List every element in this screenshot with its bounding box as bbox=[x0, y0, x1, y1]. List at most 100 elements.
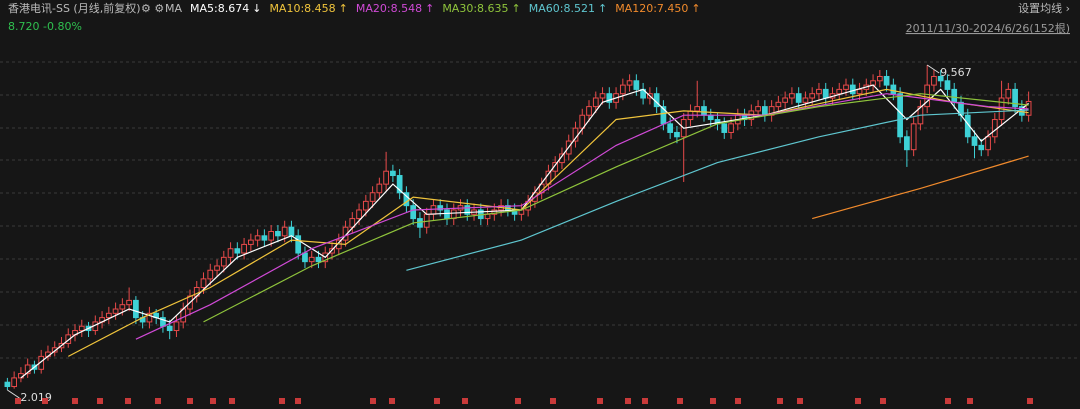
annotation-arrow bbox=[7, 389, 20, 399]
candle-body bbox=[978, 144, 985, 151]
candle-body bbox=[484, 213, 491, 220]
candle-body bbox=[1012, 88, 1018, 108]
candle-body bbox=[362, 200, 369, 211]
event-marker bbox=[155, 398, 161, 404]
candle-body bbox=[599, 93, 606, 99]
legend-label: MA60:8.521 bbox=[529, 2, 595, 15]
candle-body bbox=[200, 278, 207, 288]
candle-body bbox=[207, 269, 214, 280]
candle-body bbox=[606, 93, 613, 103]
event-marker bbox=[210, 398, 216, 404]
candle-body bbox=[390, 170, 396, 177]
candle-body bbox=[268, 230, 275, 241]
candle-body bbox=[701, 106, 707, 116]
candle-body bbox=[856, 88, 863, 95]
ma-settings[interactable]: 设置均线 › bbox=[1018, 1, 1070, 15]
legend-arrow: ↑ bbox=[598, 2, 607, 15]
candle-body bbox=[633, 80, 640, 90]
quote: 8.720 -0.80% bbox=[8, 20, 82, 33]
ma-line bbox=[203, 93, 1029, 323]
event-marker bbox=[880, 398, 886, 404]
candle-body bbox=[410, 205, 417, 220]
candle-body bbox=[626, 80, 633, 86]
legend-label: MA5:8.674 bbox=[190, 2, 249, 15]
settings-icon[interactable]: ⚙ ⚙ bbox=[141, 2, 164, 15]
ma-line bbox=[812, 155, 1029, 220]
event-marker bbox=[550, 398, 556, 404]
candle-body bbox=[247, 239, 254, 245]
candle-body bbox=[890, 84, 897, 95]
candle-body bbox=[721, 123, 728, 133]
event-marker bbox=[15, 398, 21, 404]
candle-body bbox=[119, 304, 126, 310]
candle-body bbox=[295, 235, 302, 254]
candle-body bbox=[383, 170, 389, 185]
candle-body bbox=[910, 123, 917, 151]
event-marker bbox=[735, 398, 741, 404]
candle-body bbox=[356, 209, 362, 220]
candle-body bbox=[1005, 88, 1012, 99]
candle-body bbox=[214, 265, 220, 271]
event-marker bbox=[777, 398, 783, 404]
candle-body bbox=[775, 101, 782, 108]
legend-arrow: ↑ bbox=[512, 2, 521, 15]
candle-body bbox=[281, 226, 288, 237]
event-marker bbox=[797, 398, 803, 404]
legend-label: MA120:7.450 bbox=[615, 2, 688, 15]
candle-body bbox=[166, 325, 173, 332]
event-marker bbox=[125, 398, 131, 404]
legend-label: MA20:8.548 bbox=[356, 2, 422, 15]
candle-body bbox=[802, 97, 809, 103]
candle-body bbox=[254, 235, 261, 241]
candle-body bbox=[302, 252, 308, 263]
candle-body bbox=[707, 114, 714, 121]
candle-body bbox=[822, 88, 829, 99]
event-marker bbox=[97, 398, 103, 404]
candle-body bbox=[173, 321, 180, 332]
candle-body bbox=[937, 75, 944, 82]
event-marker bbox=[967, 398, 973, 404]
candle-body bbox=[579, 114, 586, 129]
candle-body bbox=[897, 93, 903, 138]
candle-body bbox=[227, 248, 234, 258]
candle-body bbox=[146, 312, 153, 323]
candle-body bbox=[667, 123, 674, 133]
candle-body bbox=[241, 243, 247, 254]
legend-label: MA30:8.635 bbox=[442, 2, 508, 15]
ma-line bbox=[406, 109, 1029, 271]
candle-body bbox=[870, 80, 876, 86]
event-marker bbox=[677, 398, 683, 404]
candle-body bbox=[619, 84, 626, 95]
event-marker bbox=[710, 398, 716, 404]
candle-body bbox=[728, 123, 734, 133]
candle-body bbox=[694, 106, 701, 112]
candle-body bbox=[396, 175, 403, 194]
candle-body bbox=[883, 75, 890, 86]
event-marker bbox=[295, 398, 301, 404]
candle-body bbox=[430, 205, 437, 215]
event-marker bbox=[389, 398, 395, 404]
annotation-arrow bbox=[926, 64, 940, 74]
event-marker bbox=[642, 398, 648, 404]
ma-line bbox=[135, 93, 1029, 340]
candle-body bbox=[105, 312, 112, 319]
candle-body bbox=[11, 377, 18, 388]
date-range: 2011/11/30-2024/6/26(152根) bbox=[906, 21, 1070, 35]
legend-arrow: ↑ bbox=[691, 2, 700, 15]
candle-body bbox=[755, 106, 761, 112]
candle-body bbox=[592, 97, 599, 108]
candle-body bbox=[38, 355, 45, 370]
legend-label: MA10:8.458 bbox=[269, 2, 335, 15]
candle-body bbox=[24, 364, 31, 375]
candle-body bbox=[133, 299, 139, 319]
legend-arrow: ↓ bbox=[252, 2, 261, 15]
candle-body bbox=[761, 106, 768, 116]
candle-body bbox=[789, 93, 795, 99]
candle-body bbox=[126, 299, 132, 306]
candle-body bbox=[991, 119, 998, 138]
candle-body bbox=[234, 248, 241, 254]
event-marker bbox=[1027, 398, 1033, 404]
candle-body bbox=[65, 334, 72, 344]
event-marker bbox=[229, 398, 235, 404]
